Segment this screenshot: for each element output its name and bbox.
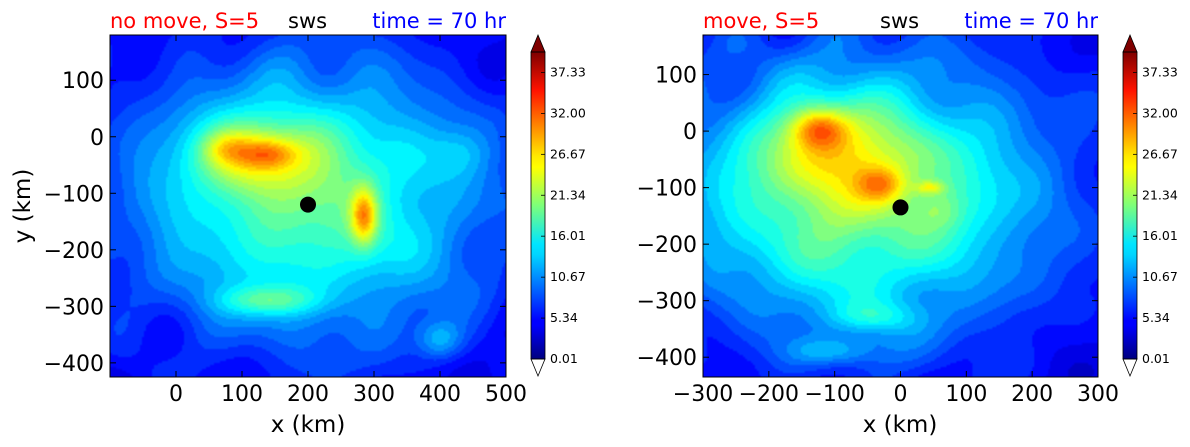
panel1-colorbar-tick-label: 26.67 bbox=[550, 146, 586, 161]
panel2-colorbar-tick-label: 21.34 bbox=[1142, 187, 1178, 202]
panel1-colorbar-tick-label: 0.01 bbox=[550, 351, 578, 366]
panel2-xtick-label: 300 bbox=[1077, 382, 1119, 407]
panel2-xtick-label: 100 bbox=[945, 382, 987, 407]
panel2-xtick-label: 200 bbox=[1011, 382, 1053, 407]
panel1-xtick-label: 400 bbox=[419, 382, 461, 407]
panel1-ytick-label: −300 bbox=[44, 295, 104, 320]
panel1-colorbar-max-arrow bbox=[530, 33, 546, 53]
panel1-colorbar-min-arrow bbox=[530, 358, 546, 378]
panel2-xlabel: x (km) bbox=[863, 412, 938, 438]
panel1-ytick-label: −100 bbox=[44, 182, 104, 207]
panel1-ytick-label: −200 bbox=[44, 239, 104, 264]
panel2-ytick-label: −300 bbox=[637, 290, 697, 315]
panel2-ytick-label: −100 bbox=[637, 177, 697, 202]
panel1-colorbar-tick-label: 21.34 bbox=[550, 187, 586, 202]
panel2-xtick-label: −100 bbox=[804, 382, 864, 407]
panel2-colorbar-tick-label: 16.01 bbox=[1142, 228, 1178, 243]
panel2-colorbar-tick-label: 32.00 bbox=[1142, 105, 1178, 120]
panel1-y-ticks: 100 0 −100 −200 −300 −400 bbox=[44, 69, 506, 377]
panel2-ytick-label: −400 bbox=[637, 346, 697, 371]
panel-move: move, S=5 sws time = 70 hr −300 −200 −100 0… bbox=[637, 9, 1178, 438]
panel2-colorbar-tick-label: 37.33 bbox=[1142, 64, 1178, 79]
panel1-ytick-label: 0 bbox=[90, 126, 104, 151]
panel1-xtick-label: 500 bbox=[485, 382, 527, 407]
panel1-title-right: time = 70 hr bbox=[372, 9, 506, 33]
panel1-xtick-label: 0 bbox=[169, 382, 183, 407]
panel2-y-ticks: 100 0 −100 −200 −300 −400 bbox=[637, 64, 1098, 371]
panel2-colorbar-tick-label: 5.34 bbox=[1142, 310, 1170, 325]
panel1-title-left: no move, S=5 bbox=[110, 9, 259, 33]
panel1-x-ticks: 0 100 200 300 400 500 bbox=[169, 35, 527, 407]
panel-no-move: no move, S=5 sws time = 70 hr 0 100 200 300… bbox=[10, 9, 586, 438]
panel2-title-center: sws bbox=[880, 9, 919, 33]
panel1-ytick-label: 100 bbox=[62, 69, 104, 94]
panel2-ytick-label: −200 bbox=[637, 233, 697, 258]
panel2-colorbar-max-arrow bbox=[1122, 33, 1138, 53]
panel2-colorbar-tick-label: 0.01 bbox=[1142, 351, 1170, 366]
panel1-colorbar-body bbox=[531, 52, 545, 359]
panel1-xtick-label: 200 bbox=[287, 382, 329, 407]
panel2-x-ticks: −300 −200 −100 0 100 200 300 bbox=[673, 35, 1119, 407]
panel1-xtick-label: 300 bbox=[353, 382, 395, 407]
panel2-title-left: move, S=5 bbox=[703, 9, 819, 33]
panel1-ytick-label: −400 bbox=[44, 352, 104, 377]
panel2-colorbar-tick-label: 26.67 bbox=[1142, 146, 1178, 161]
panel1-xlabel: x (km) bbox=[271, 412, 346, 438]
panel1-colorbar-tick-label: 16.01 bbox=[550, 228, 586, 243]
panel1-storm-center-marker bbox=[300, 196, 316, 213]
panel1-xtick-label: 100 bbox=[221, 382, 263, 407]
panel1-colorbar-tick-label: 32.00 bbox=[550, 105, 586, 120]
panel2-xtick-label: −200 bbox=[739, 382, 799, 407]
panel2-xtick-label: −300 bbox=[673, 382, 733, 407]
panel2-colorbar-ticks: 37.33 32.00 26.67 21.34 16.01 10.67 5.34 0.01 bbox=[1133, 64, 1178, 366]
panel1-colorbar-tick-label: 37.33 bbox=[550, 64, 586, 79]
panel2-xtick-label: 0 bbox=[894, 382, 908, 407]
panel2-colorbar: 37.33 32.00 26.67 21.34 16.01 10.67 5.34 0.01 bbox=[1122, 33, 1178, 378]
panel1-title-center: sws bbox=[288, 9, 327, 33]
panel1-colorbar: 37.33 32.00 26.67 21.34 16.01 10.67 5.34 0.01 bbox=[530, 33, 586, 378]
panel2-storm-center-marker bbox=[892, 199, 909, 216]
panel2-ytick-label: 100 bbox=[655, 64, 697, 89]
panel1-colorbar-tick-label: 5.34 bbox=[550, 310, 578, 325]
panel1-colorbar-ticks: 37.33 32.00 26.67 21.34 16.01 10.67 5.34 0.01 bbox=[541, 64, 586, 366]
panel2-title-right: time = 70 hr bbox=[964, 9, 1098, 33]
panel2-ytick-label: 0 bbox=[683, 120, 697, 145]
panel2-colorbar-min-arrow bbox=[1122, 358, 1138, 378]
panel1-ylabel: y (km) bbox=[10, 169, 36, 244]
panel2-colorbar-tick-label: 10.67 bbox=[1142, 269, 1178, 284]
panel1-colorbar-tick-label: 10.67 bbox=[550, 269, 586, 284]
panel2-colorbar-body bbox=[1123, 52, 1137, 359]
